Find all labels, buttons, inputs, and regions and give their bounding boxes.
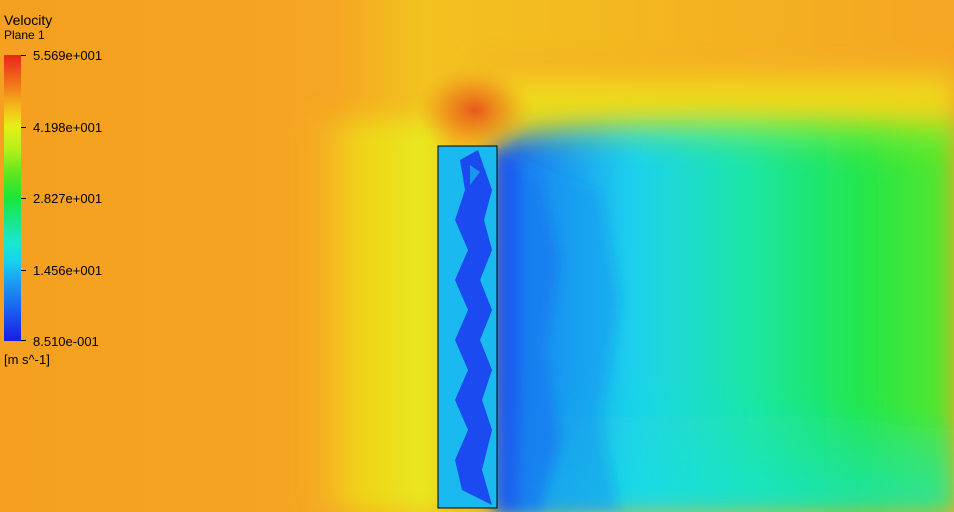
zigzag-core — [455, 150, 492, 505]
legend-title: Velocity — [4, 12, 53, 28]
color-scale-bar — [4, 55, 21, 341]
stagnation-hotspot — [415, 65, 535, 155]
legend-tick — [21, 127, 26, 128]
legend-tick-label: 1.456e+001 — [33, 263, 103, 278]
wake-top-edge — [480, 60, 954, 170]
legend-tick — [21, 55, 26, 56]
acceleration-band — [300, 120, 440, 512]
legend-tick — [21, 270, 26, 271]
legend-tick-label: 5.569e+001 — [33, 48, 103, 63]
plate-outline — [437, 145, 498, 509]
legend-tick — [21, 340, 26, 341]
velocity-legend: Velocity Plane 1 5.569e+001 4.198e+001 2… — [0, 0, 160, 380]
wake-bottom-patch — [500, 378, 954, 512]
legend-tick-label: 8.510e-001 — [33, 334, 99, 349]
legend-tick — [21, 198, 26, 199]
legend-unit: [m s^-1] — [4, 352, 50, 367]
legend-tick-label: 4.198e+001 — [33, 120, 103, 135]
wake-near-band — [496, 150, 620, 512]
legend-tick-label: 2.827e+001 — [33, 191, 103, 206]
legend-subtitle: Plane 1 — [4, 28, 45, 42]
